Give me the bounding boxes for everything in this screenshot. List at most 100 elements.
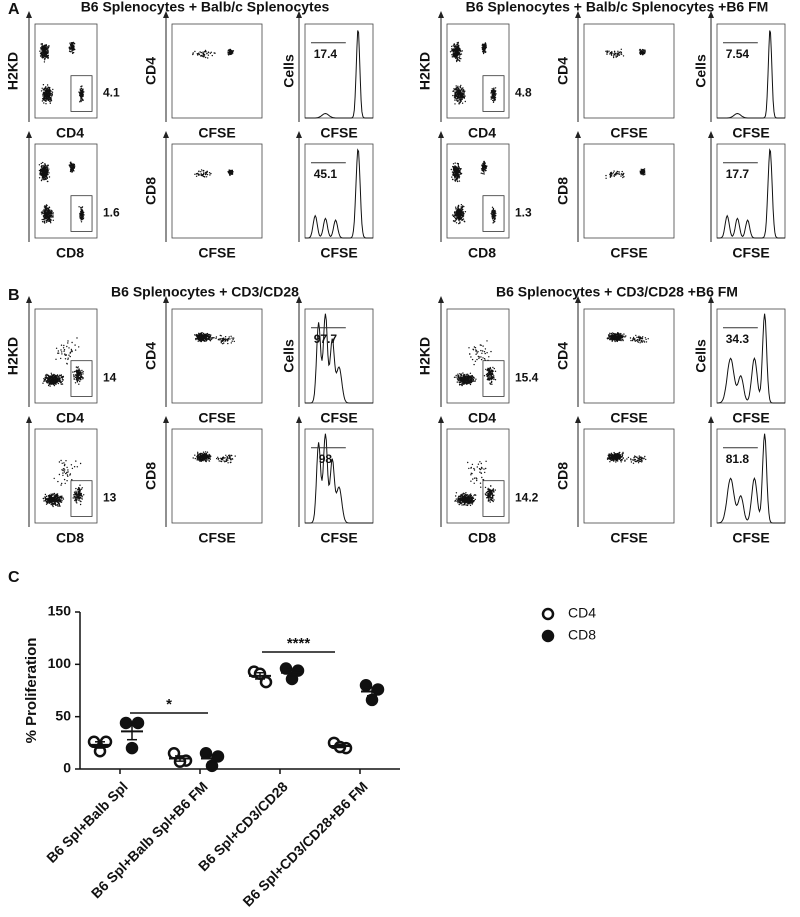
dot	[200, 333, 201, 334]
dot	[206, 176, 207, 177]
dot	[70, 170, 71, 171]
dot	[75, 371, 76, 372]
dot	[473, 379, 474, 380]
dot	[73, 46, 74, 47]
dot	[200, 335, 201, 336]
dot	[605, 51, 606, 52]
dot	[455, 92, 456, 93]
dot	[74, 492, 75, 493]
dot	[53, 380, 54, 381]
dot	[80, 100, 81, 101]
dot	[74, 378, 75, 379]
dot	[197, 53, 198, 54]
dot	[493, 220, 494, 221]
dot	[222, 458, 223, 459]
dot	[49, 89, 50, 90]
dot	[45, 86, 46, 87]
dot	[198, 337, 199, 338]
dot	[460, 94, 461, 95]
dot	[62, 463, 63, 464]
dot	[455, 214, 456, 215]
dot	[41, 213, 42, 214]
dot	[78, 374, 79, 375]
dot	[45, 90, 46, 91]
dot	[58, 350, 59, 351]
dot	[72, 53, 73, 54]
dot	[643, 53, 644, 54]
dot	[456, 375, 457, 376]
dot	[74, 43, 75, 44]
dot	[459, 214, 460, 215]
dot	[201, 340, 202, 341]
dot	[459, 180, 460, 181]
dot	[464, 97, 465, 98]
dot	[53, 220, 54, 221]
dot	[70, 163, 71, 164]
dot	[610, 52, 611, 53]
dot	[462, 377, 463, 378]
axis-label: H2KD	[417, 52, 433, 90]
dot	[226, 339, 227, 340]
dot	[48, 215, 49, 216]
arrow-head	[438, 131, 444, 138]
dot	[41, 180, 42, 181]
dot	[209, 460, 210, 461]
dot	[469, 377, 470, 378]
dot	[458, 205, 459, 206]
dot	[55, 504, 56, 505]
plot-frame	[584, 144, 674, 238]
dot	[490, 371, 491, 372]
dot	[490, 92, 491, 93]
dot	[45, 170, 46, 171]
dot	[494, 368, 495, 369]
dot	[493, 99, 494, 100]
dot	[468, 380, 469, 381]
dot	[471, 376, 472, 377]
dot	[50, 99, 51, 100]
dot	[43, 219, 44, 220]
dot	[492, 96, 493, 97]
dot	[470, 384, 471, 385]
dot	[211, 339, 212, 340]
dot	[51, 376, 52, 377]
dot	[453, 45, 454, 46]
dot	[457, 93, 458, 94]
dot	[47, 91, 48, 92]
dot	[44, 58, 45, 59]
dot	[233, 337, 234, 338]
dot	[52, 89, 53, 90]
dot	[463, 206, 464, 207]
dot	[64, 479, 65, 480]
dot	[52, 506, 53, 507]
dot	[46, 53, 47, 54]
dot	[70, 171, 71, 172]
dot	[459, 384, 460, 385]
dot	[48, 379, 49, 380]
dot	[80, 213, 81, 214]
dot	[492, 378, 493, 379]
dot	[42, 48, 43, 49]
dot	[492, 218, 493, 219]
dot	[483, 173, 484, 174]
dot	[63, 347, 64, 348]
dot	[47, 95, 48, 96]
dot	[452, 179, 453, 180]
dot	[42, 219, 43, 220]
dot	[466, 374, 467, 375]
dot	[59, 474, 60, 475]
dot	[487, 379, 488, 380]
dot	[642, 170, 643, 171]
dot	[50, 501, 51, 502]
dot	[60, 460, 61, 461]
dot	[61, 469, 62, 470]
dot	[454, 97, 455, 98]
dot	[457, 101, 458, 102]
dot	[66, 480, 67, 481]
dot-cloud	[450, 42, 497, 105]
dot	[227, 339, 228, 340]
dot	[201, 55, 202, 56]
dot	[492, 370, 493, 371]
dot	[483, 53, 484, 54]
dot	[54, 493, 55, 494]
axis-label: CFSE	[198, 245, 235, 261]
